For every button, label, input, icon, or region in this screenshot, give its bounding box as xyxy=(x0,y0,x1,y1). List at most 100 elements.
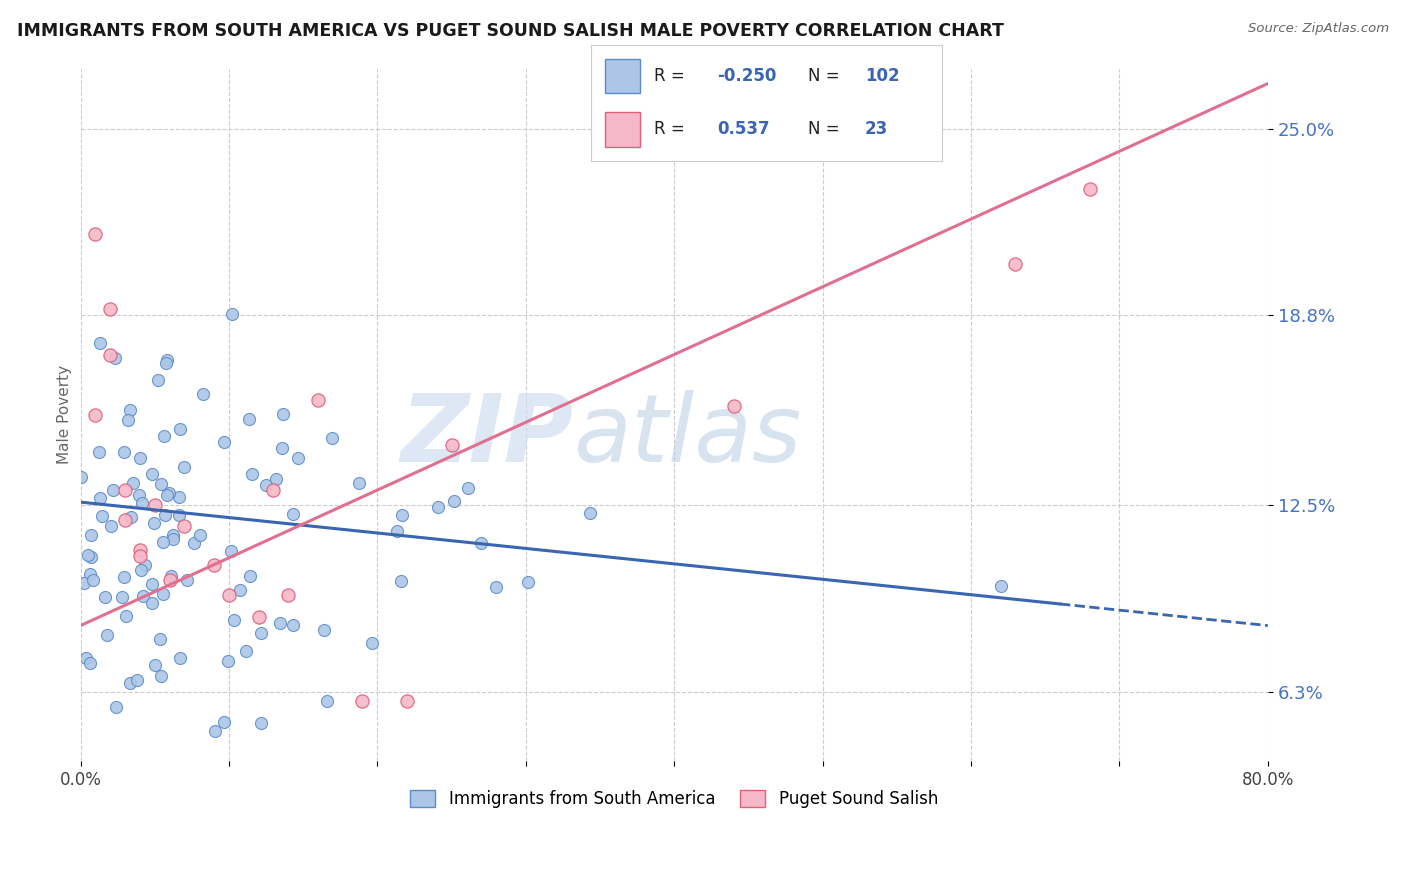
Point xyxy=(79,566,101,581)
Point xyxy=(723,399,745,413)
Point xyxy=(146,374,169,388)
Point xyxy=(1078,182,1101,196)
Point xyxy=(283,507,305,521)
Text: R =: R = xyxy=(654,67,685,85)
Point xyxy=(69,470,91,484)
Point xyxy=(118,403,141,417)
Point xyxy=(262,483,284,497)
Point xyxy=(89,336,111,351)
Point xyxy=(134,558,156,573)
Point xyxy=(235,644,257,658)
Point xyxy=(128,488,150,502)
Text: ZIP: ZIP xyxy=(401,390,574,482)
Point xyxy=(579,506,602,520)
Point xyxy=(173,519,195,533)
Point xyxy=(312,623,335,637)
Point xyxy=(281,617,304,632)
Point xyxy=(391,508,413,522)
Point xyxy=(105,700,128,714)
Point xyxy=(228,583,250,598)
Point xyxy=(84,227,107,241)
Text: IMMIGRANTS FROM SOUTH AMERICA VS PUGET SOUND SALISH MALE POVERTY CORRELATION CHA: IMMIGRANTS FROM SOUTH AMERICA VS PUGET S… xyxy=(17,22,1004,40)
Point xyxy=(79,527,101,541)
Point xyxy=(169,650,191,665)
Point xyxy=(98,302,121,317)
Y-axis label: Male Poverty: Male Poverty xyxy=(58,365,72,465)
Point xyxy=(156,488,179,502)
Text: 23: 23 xyxy=(865,120,889,138)
Point xyxy=(96,628,118,642)
Point xyxy=(222,614,245,628)
Point xyxy=(212,435,235,450)
Point xyxy=(204,724,226,739)
Point xyxy=(470,536,492,550)
Text: 0.537: 0.537 xyxy=(717,120,769,138)
Point xyxy=(114,483,136,497)
Point xyxy=(157,485,180,500)
Text: R =: R = xyxy=(654,120,685,138)
Point xyxy=(315,694,337,708)
Legend: Immigrants from South America, Puget Sound Salish: Immigrants from South America, Puget Sou… xyxy=(404,783,945,815)
Point xyxy=(75,651,97,665)
Point xyxy=(101,483,124,497)
Point xyxy=(440,438,463,452)
Point xyxy=(114,513,136,527)
Point xyxy=(264,472,287,486)
Point xyxy=(152,428,174,442)
Point xyxy=(270,441,292,455)
Point xyxy=(361,636,384,650)
Point xyxy=(321,431,343,445)
Point xyxy=(118,676,141,690)
Point xyxy=(131,496,153,510)
Point xyxy=(125,673,148,687)
Point xyxy=(104,351,127,366)
Point xyxy=(80,549,103,564)
Point xyxy=(239,569,262,583)
Point xyxy=(190,527,212,541)
Point xyxy=(100,519,122,533)
Text: Source: ZipAtlas.com: Source: ZipAtlas.com xyxy=(1249,22,1389,36)
Point xyxy=(159,574,181,588)
Point xyxy=(149,669,172,683)
Point xyxy=(219,544,242,558)
Point xyxy=(120,510,142,524)
Point xyxy=(395,694,418,708)
Point xyxy=(142,516,165,531)
Point xyxy=(152,535,174,549)
Point xyxy=(73,576,96,591)
Point xyxy=(79,656,101,670)
Point xyxy=(271,407,294,421)
Point xyxy=(443,493,465,508)
Point xyxy=(247,609,270,624)
Point xyxy=(143,498,166,512)
Point xyxy=(149,632,172,646)
FancyBboxPatch shape xyxy=(605,59,640,94)
Point xyxy=(254,478,277,492)
Point xyxy=(347,475,370,490)
Point xyxy=(250,715,273,730)
Point xyxy=(457,482,479,496)
Point xyxy=(427,500,450,514)
Point xyxy=(277,589,299,603)
Point xyxy=(385,524,408,538)
Point xyxy=(141,467,163,481)
Point xyxy=(287,450,309,465)
Text: N =: N = xyxy=(808,120,839,138)
Point xyxy=(218,589,240,603)
Point xyxy=(117,412,139,426)
Point xyxy=(98,348,121,362)
Point xyxy=(152,587,174,601)
Point xyxy=(250,626,273,640)
Point xyxy=(153,508,176,522)
Point xyxy=(150,477,173,491)
Point xyxy=(90,509,112,524)
Point xyxy=(132,589,155,603)
Point xyxy=(128,549,150,564)
Point xyxy=(217,654,239,668)
Point xyxy=(76,548,98,562)
Point xyxy=(89,491,111,505)
Point xyxy=(990,579,1012,593)
Point xyxy=(143,658,166,673)
Point xyxy=(517,574,540,589)
Point xyxy=(82,573,104,587)
